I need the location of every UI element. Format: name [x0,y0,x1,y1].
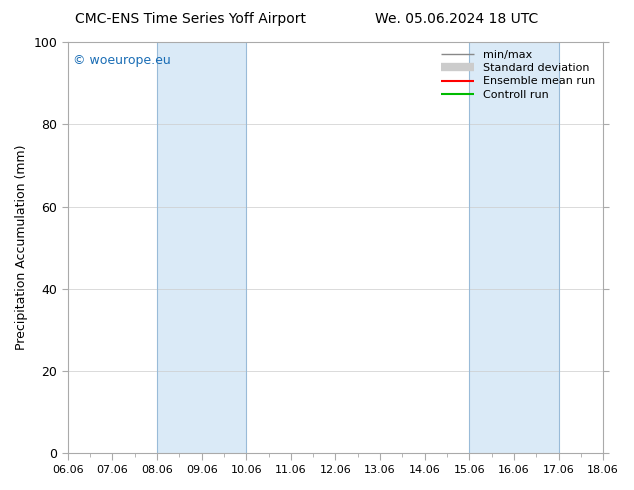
Text: We. 05.06.2024 18 UTC: We. 05.06.2024 18 UTC [375,12,538,26]
Text: © woeurope.eu: © woeurope.eu [73,54,171,68]
Bar [469,42,559,453]
Text: CMC-ENS Time Series Yoff Airport: CMC-ENS Time Series Yoff Airport [75,12,306,26]
Y-axis label: Precipitation Accumulation (mm): Precipitation Accumulation (mm) [15,145,28,350]
Bar [157,42,246,453]
Legend: min/max, Standard deviation, Ensemble mean run, Controll run: min/max, Standard deviation, Ensemble me… [436,46,600,104]
